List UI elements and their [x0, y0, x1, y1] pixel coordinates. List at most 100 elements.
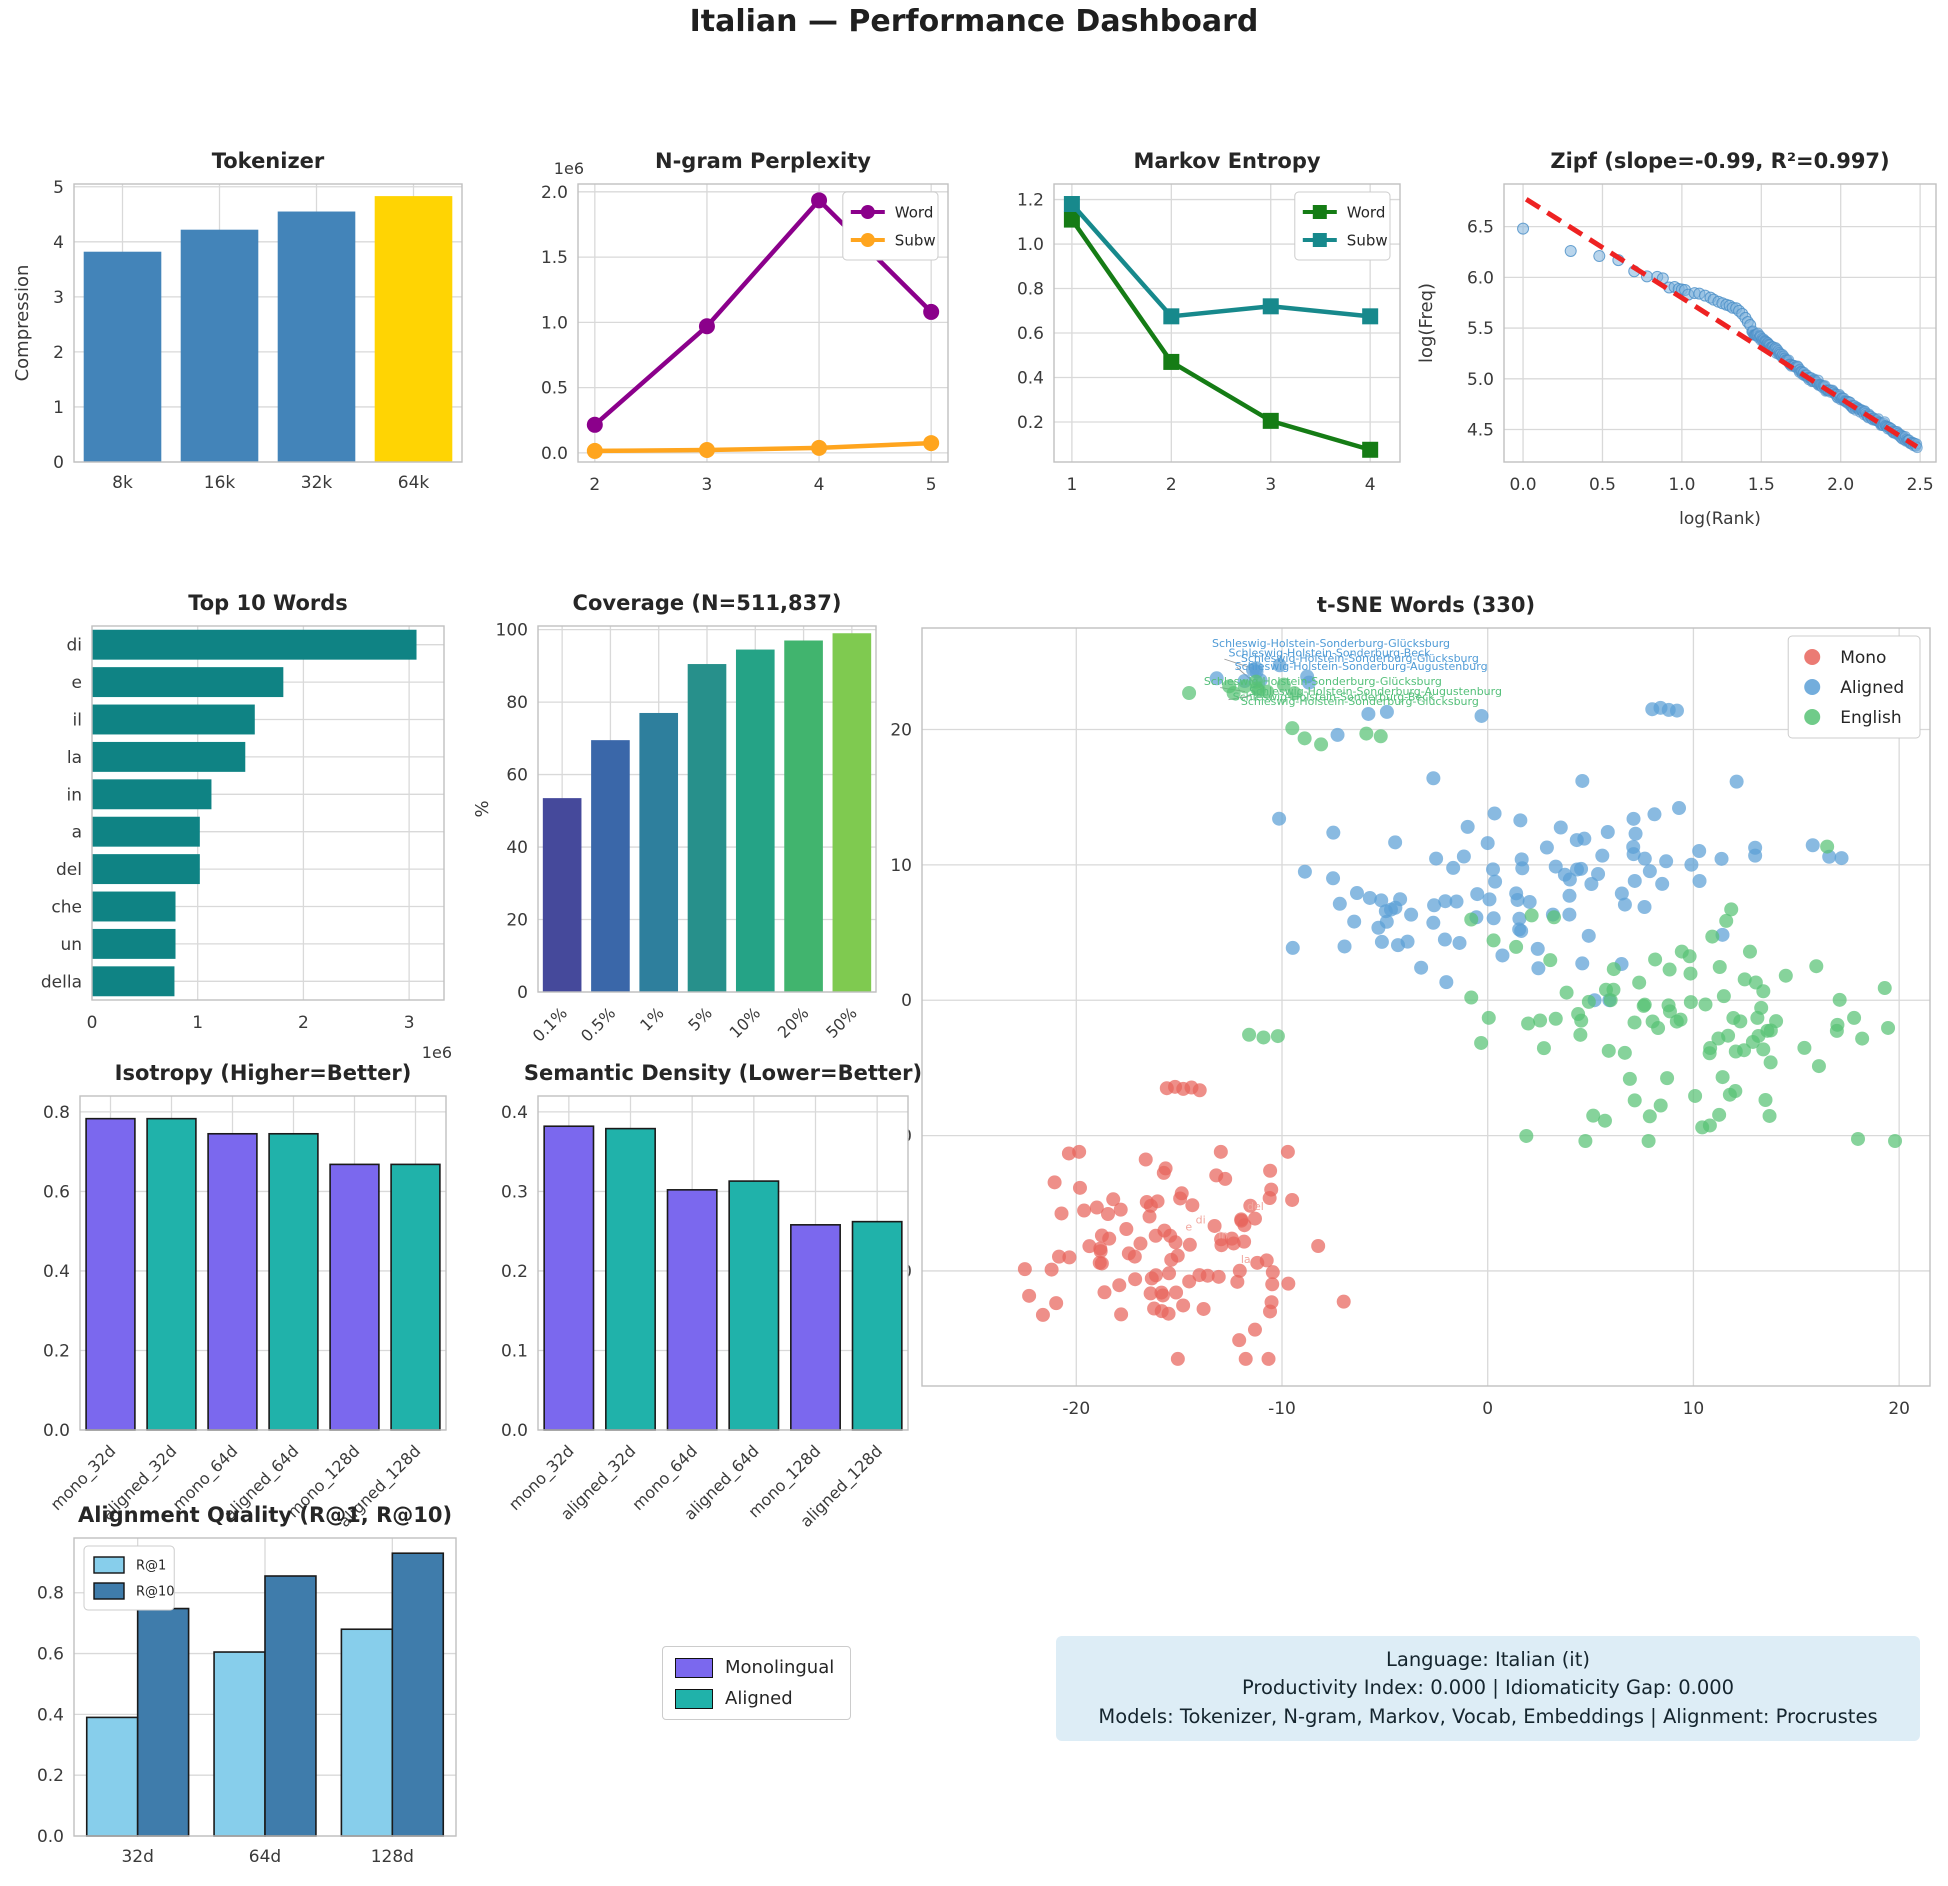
svg-text:-10: -10 — [1268, 1399, 1296, 1419]
svg-text:log(Freq): log(Freq) — [1416, 283, 1437, 363]
svg-text:10: 10 — [890, 856, 912, 876]
svg-text:e: e — [1185, 1220, 1192, 1233]
svg-text:16k: 16k — [204, 473, 236, 493]
svg-text:0.3: 0.3 — [501, 1182, 528, 1202]
svg-text:0.0: 0.0 — [1510, 475, 1537, 495]
svg-text:20: 20 — [1888, 1399, 1910, 1419]
svg-text:0.4: 0.4 — [501, 1103, 528, 1123]
svg-text:2: 2 — [589, 475, 600, 495]
summary-info-box: Language: Italian (it) Productivity Inde… — [1056, 1636, 1920, 1741]
svg-text:0.6: 0.6 — [1017, 324, 1044, 344]
svg-text:6.0: 6.0 — [1467, 268, 1494, 288]
legend-item: Monolingual — [675, 1657, 834, 1678]
chart-markov-entropy: 1 2 3 4 0.2 0.4 0.6 0.8 1.0 1.2 Markov Entropy Word… — [990, 140, 1410, 516]
svg-text:Schleswig-Holstein-Sonderburg-: Schleswig-Holstein-Sonderburg-Augustenbu… — [1235, 660, 1488, 673]
svg-text:1: 1 — [53, 398, 64, 418]
svg-text:0.2: 0.2 — [1017, 413, 1044, 433]
svg-text:1.0: 1.0 — [1017, 235, 1044, 255]
svg-text:1.0: 1.0 — [1668, 475, 1695, 495]
svg-text:di: di — [66, 636, 82, 656]
svg-text:0.6: 0.6 — [37, 1645, 64, 1665]
svg-text:Coverage (N=511,837): Coverage (N=511,837) — [573, 591, 842, 615]
svg-text:0.1: 0.1 — [501, 1341, 528, 1361]
svg-text:Schleswig-Holstein-Sonderburg-: Schleswig-Holstein-Sonderburg-Glücksburg — [1212, 637, 1450, 650]
svg-text:Isotropy (Higher=Better): Isotropy (Higher=Better) — [115, 1061, 412, 1085]
svg-text:3: 3 — [53, 288, 64, 308]
svg-text:0: 0 — [517, 983, 528, 1003]
svg-text:0.8: 0.8 — [43, 1103, 70, 1123]
svg-text:Word: Word — [1347, 203, 1386, 221]
svg-text:5: 5 — [926, 475, 937, 495]
info-line-metrics: Productivity Index: 0.000 | Idiomaticity… — [1241, 1676, 1735, 1700]
svg-text:%: % — [472, 800, 493, 817]
svg-text:5: 5 — [53, 178, 64, 198]
svg-text:5.5: 5.5 — [1467, 319, 1494, 339]
svg-text:0.8: 0.8 — [1017, 280, 1044, 300]
svg-text:60: 60 — [506, 766, 528, 786]
svg-text:Schleswig-Holstein-Sonderburg-: Schleswig-Holstein-Sonderburg-Beck — [1233, 690, 1436, 703]
svg-text:0.1%: 0.1% — [529, 1003, 571, 1045]
svg-text:2: 2 — [53, 343, 64, 363]
svg-text:English: English — [1840, 708, 1901, 728]
svg-text:0.0: 0.0 — [541, 444, 568, 464]
svg-text:0.0: 0.0 — [43, 1421, 70, 1441]
svg-text:in: in — [1218, 1228, 1228, 1241]
svg-text:0.5: 0.5 — [541, 379, 568, 399]
svg-text:32d: 32d — [121, 1847, 153, 1867]
info-line-models: Models: Tokenizer, N-gram, Markov, Vocab… — [1098, 1704, 1878, 1728]
svg-text:Mono: Mono — [1840, 648, 1886, 668]
svg-text:che: che — [51, 898, 82, 918]
svg-text:0.5%: 0.5% — [577, 1003, 619, 1045]
svg-text:1.5: 1.5 — [1748, 475, 1775, 495]
svg-text:Semantic Density (Lower=Better: Semantic Density (Lower=Better) — [524, 1061, 922, 1085]
svg-text:10: 10 — [1683, 1399, 1705, 1419]
svg-text:Word: Word — [895, 203, 934, 221]
legend-swatch — [675, 1688, 713, 1709]
svg-text:0.4: 0.4 — [1017, 368, 1044, 388]
svg-text:0.2: 0.2 — [43, 1341, 70, 1361]
svg-text:2.0: 2.0 — [541, 183, 568, 203]
svg-text:log(Rank): log(Rank) — [1679, 509, 1761, 529]
svg-text:a: a — [72, 823, 82, 843]
svg-text:8k: 8k — [112, 473, 133, 493]
svg-text:0.5: 0.5 — [1589, 475, 1616, 495]
svg-text:Tokenizer: Tokenizer — [212, 149, 325, 173]
legend-swatch — [675, 1657, 713, 1678]
svg-text:0.0: 0.0 — [37, 1827, 64, 1847]
svg-text:0: 0 — [901, 991, 912, 1011]
svg-text:Compression: Compression — [12, 265, 33, 382]
svg-text:50%: 50% — [822, 1003, 861, 1042]
svg-text:0.4: 0.4 — [37, 1705, 64, 1725]
svg-text:1.5: 1.5 — [541, 248, 568, 268]
svg-text:0.2: 0.2 — [37, 1766, 64, 1786]
svg-text:1.2: 1.2 — [1017, 191, 1044, 211]
svg-text:la: la — [1241, 1253, 1251, 1266]
svg-text:e: e — [72, 673, 82, 693]
svg-text:0: 0 — [87, 1013, 98, 1033]
svg-text:20%: 20% — [774, 1003, 813, 1042]
svg-text:Aligned: Aligned — [1840, 678, 1904, 698]
svg-text:128d: 128d — [371, 1847, 414, 1867]
svg-text:5%: 5% — [684, 1003, 715, 1034]
svg-text:4: 4 — [814, 475, 825, 495]
svg-text:64k: 64k — [398, 473, 430, 493]
svg-text:Top 10 Words: Top 10 Words — [188, 591, 348, 615]
chart-isotropy: mono_32d aligned_32d mono_64d aligned_64d mo… — [8, 1052, 460, 1556]
chart-tokenizer: 8k 16k 32k 64k 0 1 2 3 4 5 Tokenizer Compression — [8, 140, 476, 516]
svg-text:64d: 64d — [249, 1847, 281, 1867]
svg-text:-20: -20 — [1062, 1399, 1090, 1419]
svg-text:il: il — [73, 711, 82, 731]
info-line-language: Language: Italian (it) — [1386, 1648, 1590, 1671]
svg-text:0.8: 0.8 — [37, 1584, 64, 1604]
svg-text:1: 1 — [192, 1013, 203, 1033]
svg-text:1e6: 1e6 — [422, 1043, 452, 1062]
svg-text:della: della — [41, 972, 82, 992]
svg-text:Schleswig-Holstein-Sonderburg-: Schleswig-Holstein-Sonderburg-Glücksburg — [1241, 695, 1479, 708]
svg-text:2: 2 — [1166, 475, 1177, 495]
svg-text:4: 4 — [1365, 475, 1376, 495]
svg-text:in: in — [67, 785, 83, 805]
svg-text:la: la — [67, 748, 82, 768]
svg-text:Subw: Subw — [1347, 231, 1388, 249]
legend-label: Aligned — [725, 1688, 793, 1709]
svg-text:Alignment Quality (R@1, R@10): Alignment Quality (R@1, R@10) — [78, 1503, 452, 1527]
